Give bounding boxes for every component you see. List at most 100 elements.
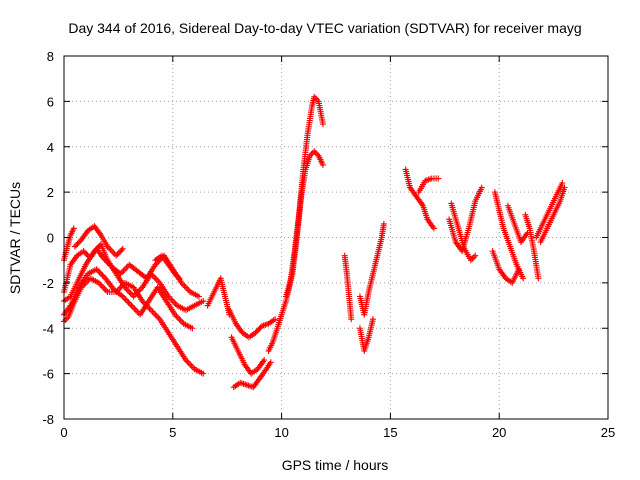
data-point xyxy=(122,296,129,303)
data-point xyxy=(261,357,268,364)
y-tick-label: -6 xyxy=(42,367,54,382)
y-tick-label: -4 xyxy=(42,321,54,336)
data-point xyxy=(62,316,69,323)
y-axis-label: SDTVAR / TECUs xyxy=(7,182,23,294)
data-point xyxy=(70,225,77,232)
data-point xyxy=(520,275,527,282)
x-axis-label: GPS time / hours xyxy=(282,457,389,473)
data-point xyxy=(185,360,192,367)
data-point xyxy=(115,249,122,256)
data-point xyxy=(470,254,477,261)
data-point xyxy=(319,161,326,168)
data-point xyxy=(91,248,98,255)
data-point xyxy=(435,175,442,182)
x-tick-label: 25 xyxy=(601,425,615,440)
y-tick-label: 2 xyxy=(47,185,54,200)
data-point xyxy=(118,247,125,254)
data-point xyxy=(103,287,110,294)
data-point xyxy=(267,359,274,366)
data-point xyxy=(252,329,259,336)
data-point xyxy=(184,285,191,292)
data-point xyxy=(255,327,262,334)
data-point xyxy=(561,184,568,191)
data-point xyxy=(107,246,114,253)
x-tick-label: 0 xyxy=(60,425,67,440)
data-point xyxy=(95,244,102,251)
y-tick-label: 0 xyxy=(47,231,54,246)
data-point xyxy=(98,282,105,289)
data-point xyxy=(472,252,479,259)
x-tick-label: 15 xyxy=(383,425,397,440)
y-tick-label: -8 xyxy=(42,412,54,427)
data-point xyxy=(119,245,126,252)
data-point xyxy=(195,293,202,300)
data-point xyxy=(253,328,260,335)
data-point xyxy=(189,325,196,332)
data-point xyxy=(182,284,189,291)
y-tick-label: 8 xyxy=(47,49,54,64)
data-point xyxy=(177,317,184,324)
data-point xyxy=(121,266,128,273)
data-point xyxy=(92,246,99,253)
data-point xyxy=(100,273,107,280)
data-point xyxy=(168,296,175,303)
data-point xyxy=(153,276,160,283)
data-point xyxy=(312,149,319,156)
data-point xyxy=(153,313,160,320)
data-point xyxy=(188,363,195,370)
data-point xyxy=(200,298,207,305)
x-tick-label: 10 xyxy=(274,425,288,440)
data-point xyxy=(380,220,387,227)
data-point xyxy=(117,248,124,255)
data-point xyxy=(272,316,279,323)
data-point xyxy=(187,361,194,368)
data-point xyxy=(150,310,157,317)
y-tick-label: 4 xyxy=(47,140,54,155)
data-point xyxy=(74,240,81,247)
data-point xyxy=(95,267,102,274)
data-point xyxy=(181,282,188,289)
data-point xyxy=(99,272,106,279)
data-point xyxy=(113,252,120,259)
data-point xyxy=(75,239,82,246)
data-point xyxy=(127,301,134,308)
data-point xyxy=(369,316,376,323)
data-point xyxy=(515,266,522,273)
data-point xyxy=(119,269,126,276)
data-point xyxy=(152,275,159,282)
axis-ticks: 0 5 10 15 20 25 -8 -6 -4 -2 0 2 4 6 8 xyxy=(42,49,615,440)
x-tick-label: 20 xyxy=(492,425,506,440)
data-point xyxy=(319,121,326,128)
data-point xyxy=(97,270,104,277)
data-point xyxy=(83,250,90,257)
data-points xyxy=(61,93,568,391)
data-point xyxy=(430,225,437,232)
data-point xyxy=(132,307,139,314)
data-point xyxy=(148,307,155,314)
data-point xyxy=(311,148,318,155)
data-point xyxy=(71,243,78,250)
data-point xyxy=(126,288,133,295)
data-point xyxy=(535,275,542,282)
chart-title: Day 344 of 2016, Sidereal Day-to-day VTE… xyxy=(68,20,581,36)
data-point xyxy=(80,248,87,255)
data-point xyxy=(125,299,132,306)
y-tick-label: -2 xyxy=(42,276,54,291)
data-point xyxy=(108,248,115,255)
data-point xyxy=(559,180,566,187)
data-point xyxy=(176,275,183,282)
x-tick-label: 5 xyxy=(169,425,176,440)
data-point xyxy=(176,316,183,323)
data-point xyxy=(101,285,108,292)
data-point xyxy=(348,316,355,323)
data-point xyxy=(200,370,207,377)
y-tick-label: 6 xyxy=(47,94,54,109)
data-point xyxy=(94,245,101,252)
data-point xyxy=(478,184,485,191)
data-point xyxy=(73,242,80,249)
data-point xyxy=(171,299,178,306)
data-point xyxy=(128,302,135,309)
data-point xyxy=(169,298,176,305)
data-point xyxy=(100,284,107,291)
data-point xyxy=(114,251,121,258)
